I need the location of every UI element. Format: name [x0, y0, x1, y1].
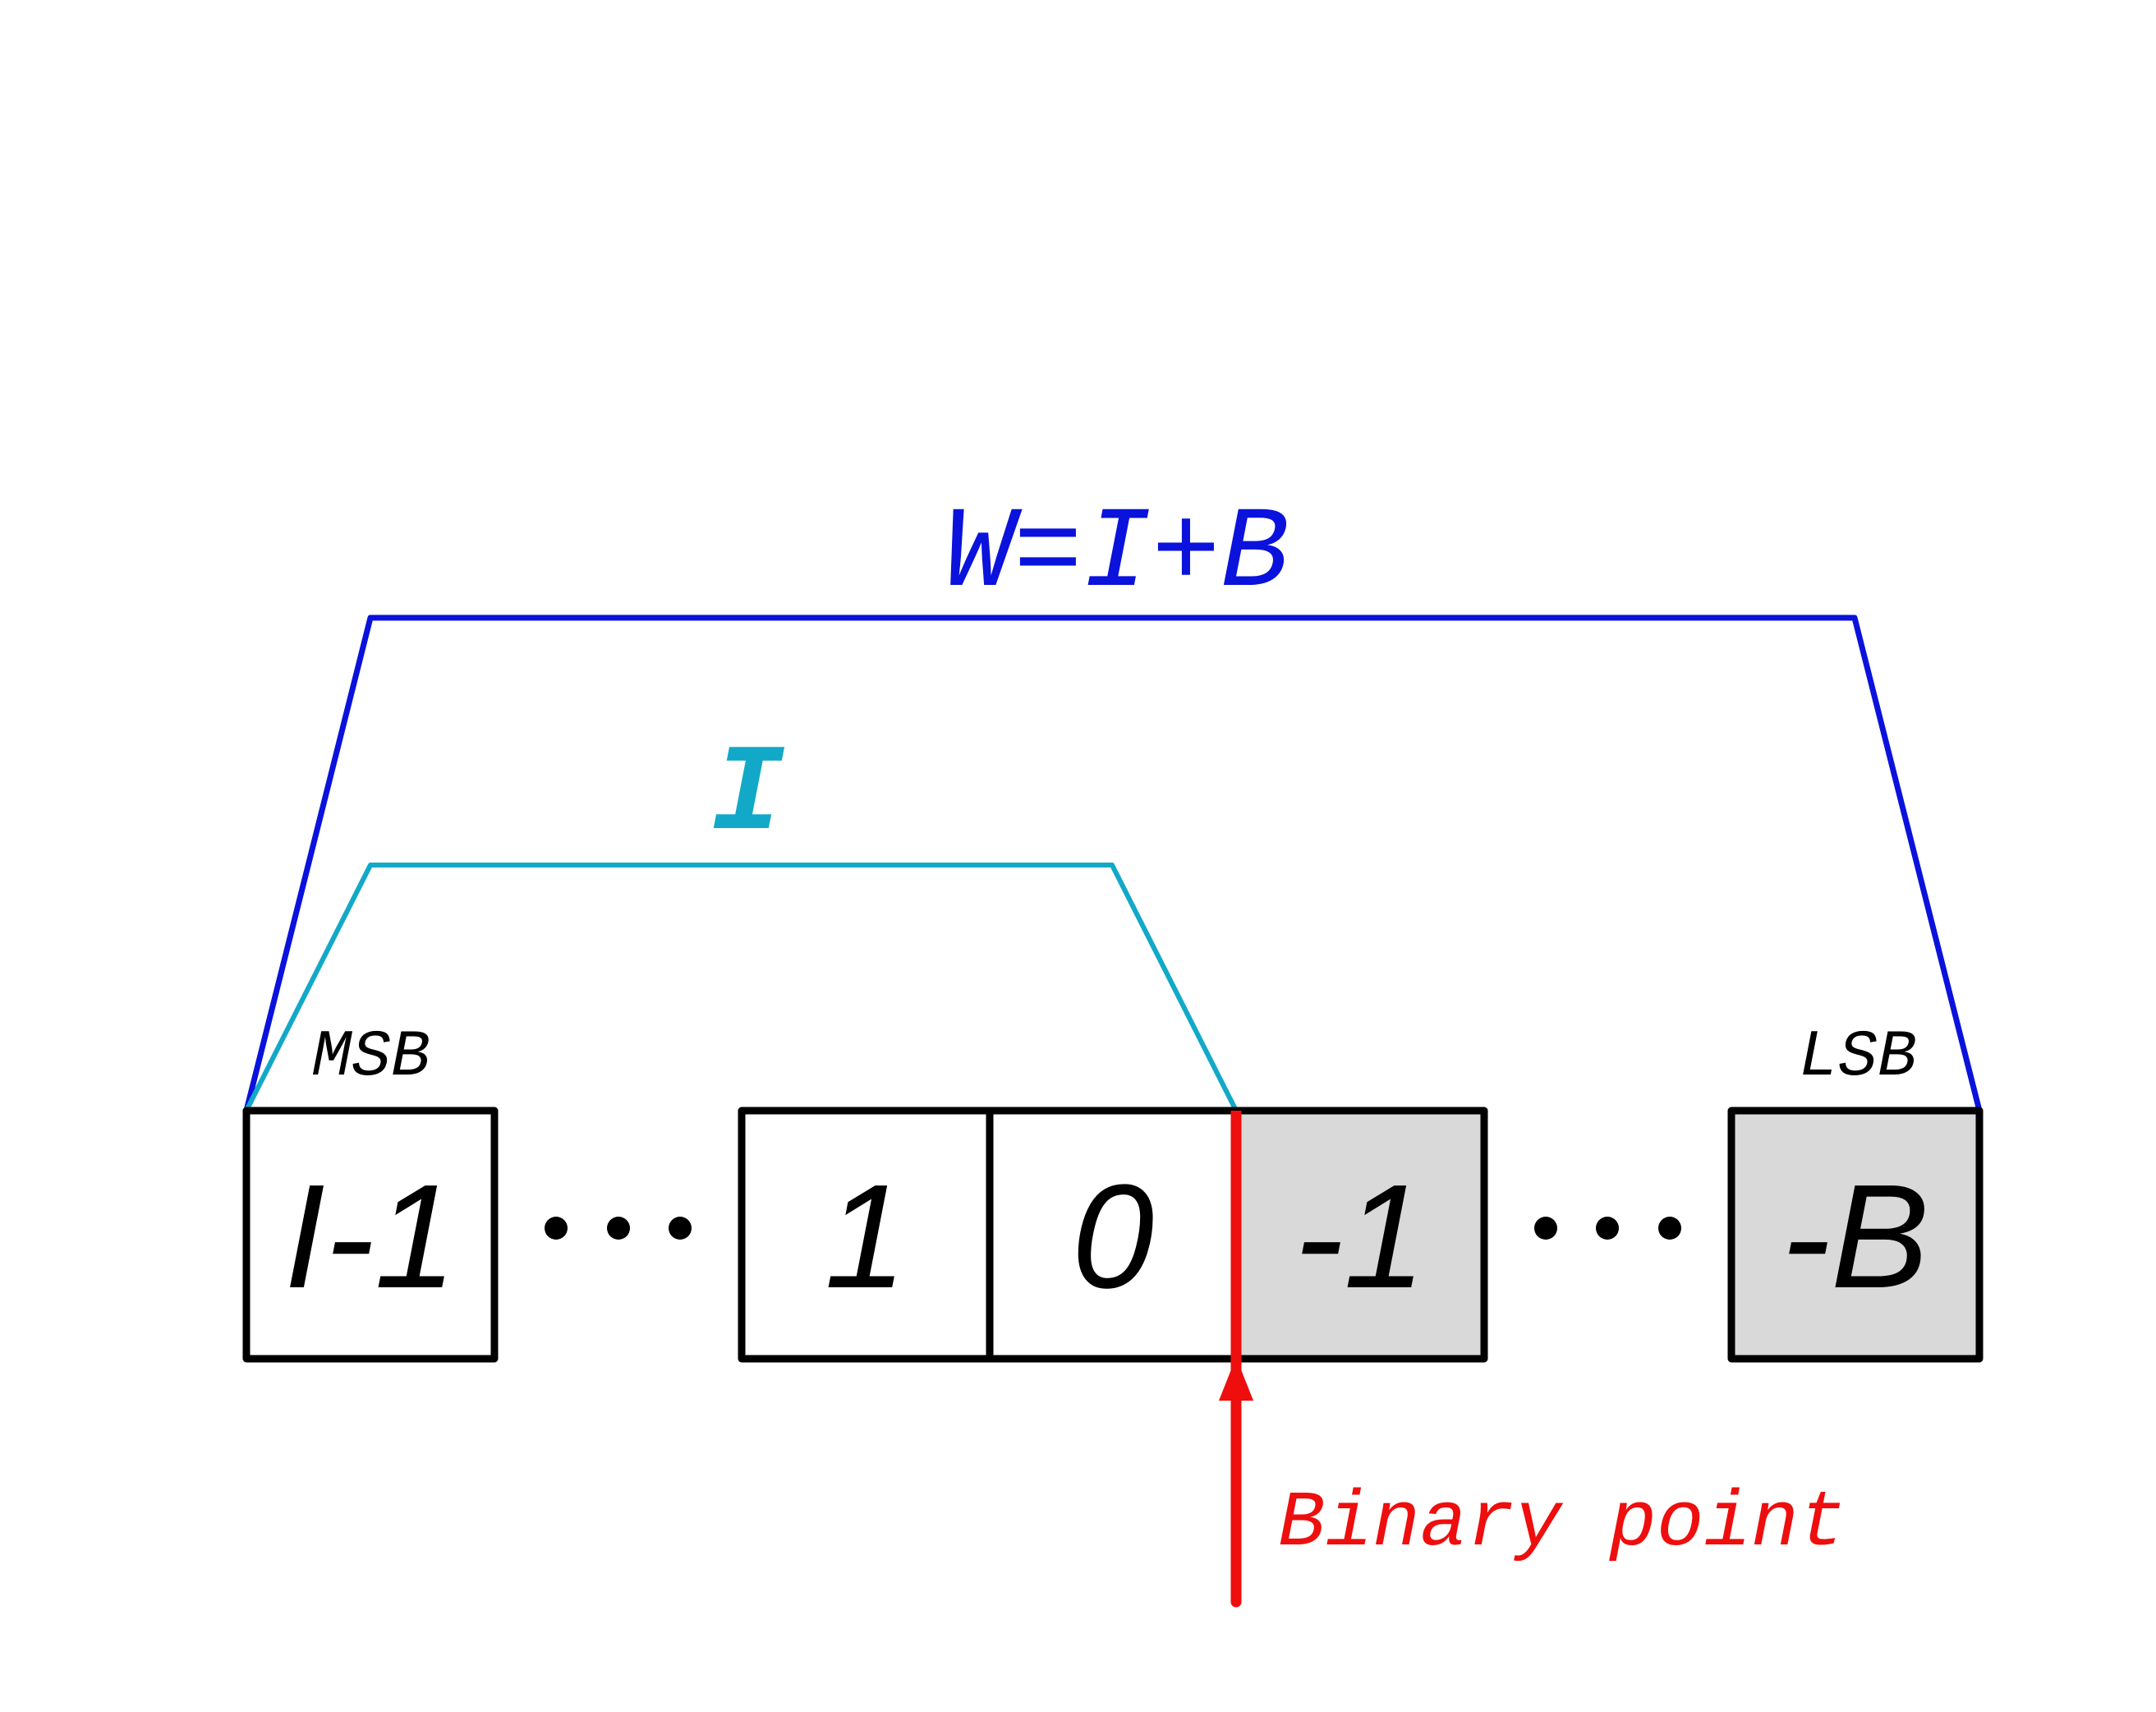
integer-bits-label: I	[710, 726, 785, 866]
msb-label: MSB	[312, 1020, 430, 1095]
bit-box-minus-1	[1232, 1107, 1488, 1363]
bit-label-1: 1	[825, 1154, 907, 1319]
binary-point-label: Binary point	[1278, 1479, 1846, 1568]
bit-label-minus-1: -1	[1294, 1154, 1426, 1319]
integer-bits-bracket: I	[244, 726, 1239, 1112]
ellipsis-left	[545, 1217, 692, 1240]
integer-bits-bracket-line	[244, 863, 1239, 1112]
width-bracket: W=I+B	[243, 490, 1983, 1111]
ellipsis-right	[1534, 1217, 1681, 1240]
bit-label-0: 0	[1072, 1154, 1154, 1319]
lsb-label: LSB	[1799, 1020, 1917, 1095]
width-formula-label: W=I+B	[945, 490, 1289, 620]
bit-box-lsb	[1727, 1107, 1984, 1363]
binary-point-arrow-head	[1219, 1357, 1253, 1401]
bit-label-lsb: -B	[1781, 1154, 1929, 1319]
width-bracket-line	[243, 614, 1983, 1111]
bit-box-msb	[242, 1107, 499, 1363]
binary-point-marker: Binary point	[1219, 1111, 1846, 1608]
bit-boxes: I-1 1 0 -1 -B	[242, 1107, 1984, 1363]
bit-box-0	[986, 1107, 1240, 1363]
bit-label-msb: I-1	[284, 1154, 457, 1319]
